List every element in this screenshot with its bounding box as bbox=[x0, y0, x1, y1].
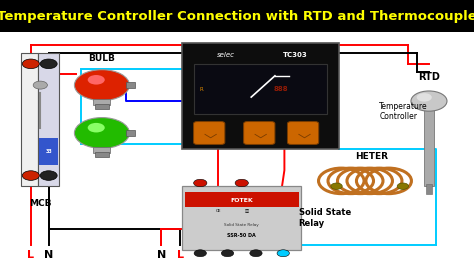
Circle shape bbox=[235, 179, 248, 187]
Text: BULB: BULB bbox=[89, 53, 115, 63]
Text: MCB: MCB bbox=[29, 200, 52, 209]
Circle shape bbox=[40, 59, 57, 69]
Bar bbox=[93, 147, 110, 153]
Circle shape bbox=[193, 179, 207, 187]
Text: R: R bbox=[199, 87, 203, 92]
FancyBboxPatch shape bbox=[244, 122, 275, 144]
Text: N: N bbox=[44, 250, 53, 260]
Text: RTD: RTD bbox=[418, 72, 440, 82]
Circle shape bbox=[277, 250, 289, 257]
Text: 33: 33 bbox=[45, 149, 52, 154]
Bar bbox=[38, 53, 59, 186]
Circle shape bbox=[331, 183, 342, 189]
Text: SSR-50 DA: SSR-50 DA bbox=[228, 233, 256, 238]
Text: L: L bbox=[177, 250, 183, 260]
Bar bbox=[185, 192, 299, 207]
Circle shape bbox=[74, 118, 129, 148]
Circle shape bbox=[250, 250, 262, 257]
Circle shape bbox=[33, 81, 47, 89]
Circle shape bbox=[221, 250, 234, 257]
Circle shape bbox=[22, 171, 39, 180]
Bar bbox=[21, 53, 38, 186]
Text: N: N bbox=[156, 250, 166, 260]
FancyBboxPatch shape bbox=[287, 122, 319, 144]
Bar bbox=[182, 43, 339, 149]
Circle shape bbox=[40, 171, 57, 180]
Circle shape bbox=[88, 123, 105, 132]
Bar bbox=[126, 130, 135, 136]
Bar bbox=[424, 101, 434, 186]
Text: FOTEK: FOTEK bbox=[230, 198, 253, 203]
Circle shape bbox=[74, 70, 129, 101]
Text: L: L bbox=[27, 250, 34, 260]
Text: TC303: TC303 bbox=[283, 52, 308, 57]
Bar bbox=[95, 104, 109, 109]
Bar bbox=[426, 184, 432, 194]
Bar bbox=[93, 99, 110, 105]
Text: HETER: HETER bbox=[356, 152, 389, 161]
Circle shape bbox=[22, 59, 39, 69]
Text: ⓊⓁ: ⓊⓁ bbox=[245, 209, 250, 214]
Bar bbox=[194, 64, 327, 114]
Bar bbox=[0, 32, 474, 266]
Bar bbox=[0, 0, 474, 32]
Text: Solid State
Relay: Solid State Relay bbox=[299, 209, 351, 228]
Bar bbox=[81, 69, 194, 144]
Circle shape bbox=[411, 91, 447, 111]
Bar bbox=[126, 82, 135, 88]
Circle shape bbox=[417, 93, 432, 102]
Text: Solid State Relay: Solid State Relay bbox=[224, 222, 259, 227]
Text: Temperature
Controller: Temperature Controller bbox=[379, 102, 428, 121]
Circle shape bbox=[88, 75, 105, 85]
Text: CE: CE bbox=[215, 209, 221, 214]
Bar bbox=[182, 186, 301, 250]
Circle shape bbox=[194, 250, 206, 257]
Circle shape bbox=[397, 183, 409, 189]
Text: selec: selec bbox=[217, 52, 235, 57]
Text: 888: 888 bbox=[273, 86, 288, 92]
Text: Temperature Controller Connection with RTD and Thermocouple: Temperature Controller Connection with R… bbox=[0, 10, 474, 23]
Bar bbox=[95, 152, 109, 157]
FancyBboxPatch shape bbox=[193, 122, 225, 144]
Bar bbox=[39, 138, 58, 165]
